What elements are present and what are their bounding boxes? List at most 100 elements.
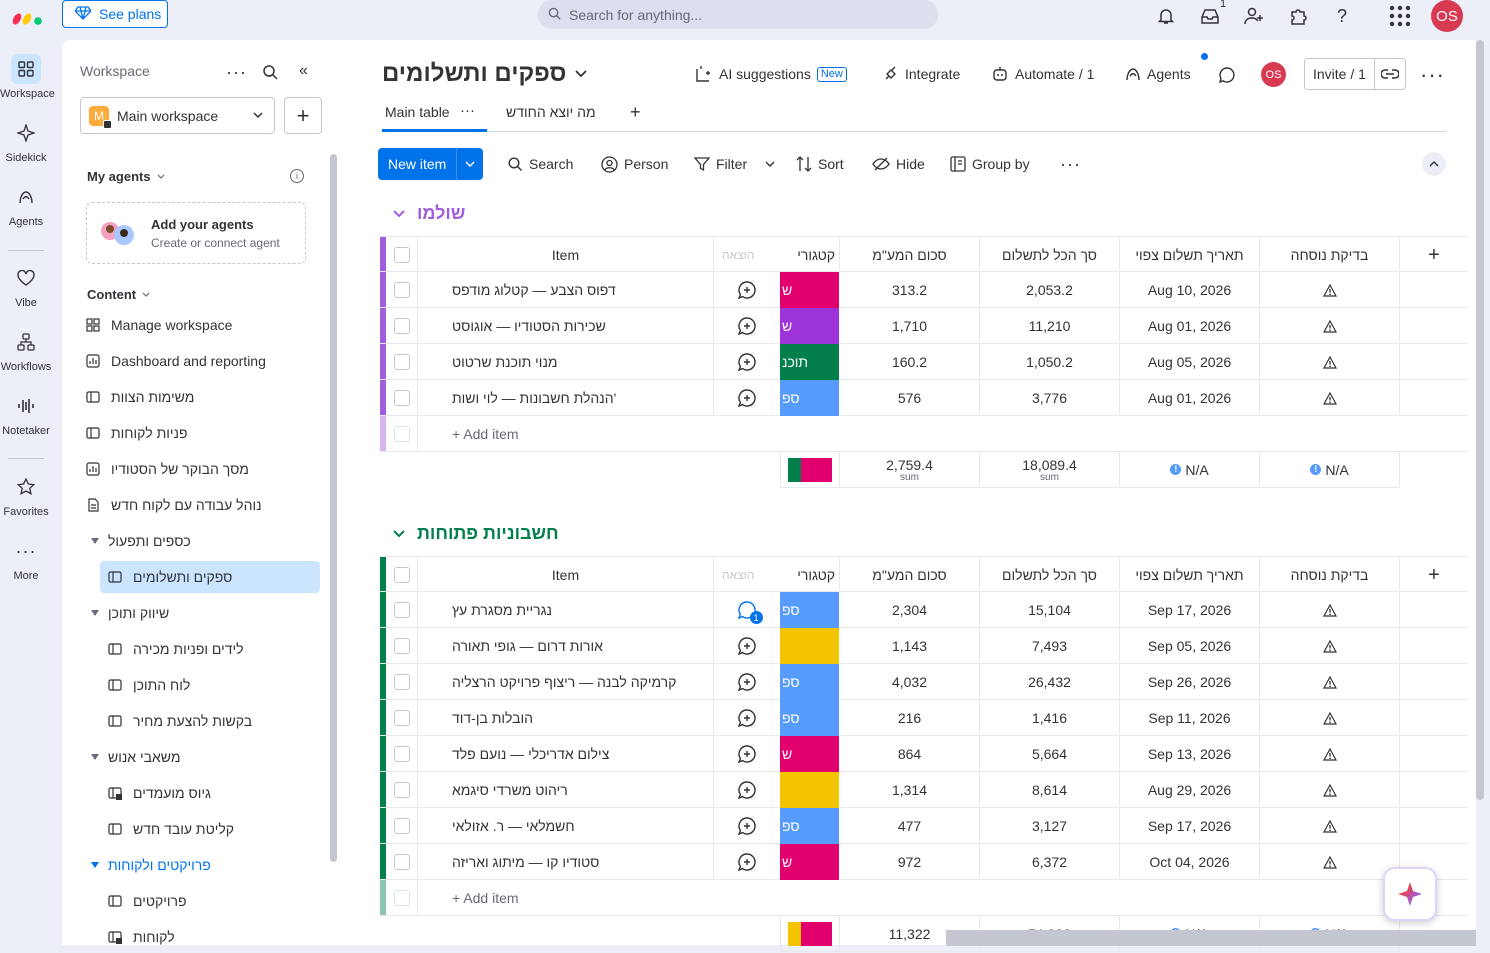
monday-logo[interactable] [12, 6, 44, 26]
column-header-item[interactable]: Item [418, 237, 714, 273]
chevron-down-icon[interactable] [393, 529, 405, 538]
person-filter-button[interactable]: Person [601, 148, 668, 180]
column-header-formula[interactable]: בדיקת נוסחה [1260, 237, 1400, 273]
item-cell[interactable]: הנהלת חשבונות — לוי ושות' [418, 380, 714, 416]
vat-cell[interactable]: 160.2 [840, 344, 980, 380]
row-checkbox[interactable] [393, 746, 410, 762]
sidebar-item[interactable]: נוהל עבודה עם לקוח חדש [78, 489, 324, 521]
table-row[interactable]: ריהוט משרדי סיגמא 1,314 8,614 Aug 29, 2026 [380, 772, 1468, 808]
formula-cell[interactable] [1260, 700, 1400, 736]
column-header-item[interactable]: Item [418, 557, 714, 593]
updates-cell[interactable] [714, 308, 779, 344]
column-header-formula[interactable]: בדיקת נוסחה [1260, 557, 1400, 593]
chevron-down-icon[interactable] [393, 209, 405, 218]
item-cell[interactable]: מנוי תוכנת שרטוט [418, 344, 714, 380]
updates-chat-icon[interactable] [1218, 66, 1236, 87]
vat-cell[interactable]: 1,314 [840, 772, 980, 808]
date-cell[interactable]: Aug 10, 2026 [1120, 272, 1260, 308]
formula-cell[interactable] [1260, 664, 1400, 700]
vat-cell[interactable]: 313.2 [840, 272, 980, 308]
integrate-button[interactable]: Integrate [883, 63, 960, 85]
caret-down-icon[interactable] [84, 753, 106, 761]
formula-cell[interactable] [1260, 308, 1400, 344]
table-row[interactable]: חשמלאי — ר. אזולאי ספ 477 3,127 Sep 17, 2026 [380, 808, 1468, 844]
vat-cell[interactable]: 477 [840, 808, 980, 844]
select-all-checkbox[interactable] [393, 247, 410, 263]
table-row[interactable]: צילום אדריכלי — נועם פלד ש 864 5,664 Sep 13,… [380, 736, 1468, 772]
nav-sidekick[interactable]: Sidekick [0, 118, 52, 164]
collapse-sidebar-icon[interactable]: « [299, 62, 308, 79]
item-cell[interactable]: חשמלאי — ר. אזולאי [418, 808, 714, 844]
select-all-checkbox[interactable] [393, 567, 410, 583]
add-item-input[interactable]: + Add item [418, 416, 1468, 452]
add-view-icon[interactable]: + [630, 102, 641, 122]
total-cell[interactable]: 3,127 [980, 808, 1120, 844]
total-cell[interactable]: 26,432 [980, 664, 1120, 700]
formula-cell[interactable] [1260, 592, 1400, 628]
nav-vibe[interactable]: Vibe [0, 263, 52, 309]
row-checkbox[interactable] [393, 854, 410, 870]
group-by-button[interactable]: Group by [950, 148, 1030, 180]
sidebar-search-icon[interactable] [262, 64, 278, 83]
sidebar-item[interactable]: פרויקטים ולקוחות [78, 849, 324, 881]
category-status-cell[interactable]: ש [780, 308, 840, 344]
column-header-total[interactable]: סך הכל לתשלום [980, 237, 1120, 273]
category-status-cell[interactable]: ש [780, 736, 840, 772]
column-header-updates[interactable]: הוצאה [714, 237, 779, 273]
hide-columns-button[interactable]: Hide [872, 148, 925, 180]
sidebar-item[interactable]: לקוחות [100, 921, 324, 953]
ai-suggestions-button[interactable]: AI suggestions New [695, 63, 847, 85]
date-summary-cell[interactable]: !N/A [1120, 452, 1260, 488]
row-checkbox[interactable] [393, 638, 410, 654]
updates-cell[interactable] [714, 664, 779, 700]
table-row[interactable]: קרמיקה לבנה — ריצוף פרויקט הרצליה ספ 4,032… [380, 664, 1468, 700]
vat-cell[interactable]: 864 [840, 736, 980, 772]
updates-cell[interactable] [714, 272, 779, 308]
item-cell[interactable]: קרמיקה לבנה — ריצוף פרויקט הרצליה [418, 664, 714, 700]
category-status-cell[interactable]: ספ [780, 664, 840, 700]
nav-workflows[interactable]: Workflows [0, 327, 52, 373]
column-header-category[interactable]: קטגורי [780, 557, 840, 593]
category-status-cell[interactable] [780, 772, 840, 808]
column-header-category[interactable]: קטגורי [780, 237, 840, 273]
total-cell[interactable]: 3,776 [980, 380, 1120, 416]
add-column-icon[interactable]: + [1428, 563, 1440, 586]
group-header[interactable]: שולמו [393, 203, 465, 224]
chevron-down-icon[interactable] [456, 148, 483, 180]
total-cell[interactable]: 8,614 [980, 772, 1120, 808]
updates-cell[interactable]: 1 [714, 592, 779, 628]
table-row[interactable]: שכירות הסטודיו — אוגוסט ש 1,710 11,210 Aug 0… [380, 308, 1468, 344]
item-cell[interactable]: אורות דרום — גופי תאורה [418, 628, 714, 664]
date-cell[interactable]: Aug 29, 2026 [1120, 772, 1260, 808]
date-cell[interactable]: Sep 13, 2026 [1120, 736, 1260, 772]
formula-cell[interactable] [1260, 380, 1400, 416]
item-cell[interactable]: שכירות הסטודיו — אוגוסט [418, 308, 714, 344]
tab-main-table[interactable]: Main table [385, 104, 450, 120]
formula-cell[interactable] [1260, 344, 1400, 380]
caret-down-icon[interactable] [84, 861, 106, 869]
category-status-cell[interactable]: ש [780, 272, 840, 308]
sort-button[interactable]: Sort [796, 148, 844, 180]
row-checkbox[interactable] [393, 318, 410, 334]
category-status-cell[interactable]: ש [780, 844, 840, 880]
sidebar-item[interactable]: Dashboard and reporting [78, 345, 324, 377]
table-row[interactable]: סטודיו קו — מיתוג ואריזה ש 972 6,372 Oct 04,… [380, 844, 1468, 880]
category-distribution-bar[interactable] [780, 916, 840, 952]
updates-cell[interactable] [714, 380, 779, 416]
date-cell[interactable]: Sep 17, 2026 [1120, 592, 1260, 628]
category-status-cell[interactable]: ספ [780, 592, 840, 628]
add-column-icon[interactable]: + [1428, 243, 1440, 266]
sidebar-item[interactable]: מסך הבוקר של הסטודיו [78, 453, 324, 485]
total-cell[interactable]: 1,416 [980, 700, 1120, 736]
copy-link-icon[interactable] [1375, 68, 1405, 80]
row-checkbox[interactable] [393, 282, 410, 298]
app-switcher-grid-icon[interactable] [1388, 4, 1412, 28]
invite-member-icon[interactable] [1242, 4, 1266, 28]
column-header-total[interactable]: סך הכל לתשלום [980, 557, 1120, 593]
updates-cell[interactable] [714, 736, 779, 772]
date-cell[interactable]: Sep 17, 2026 [1120, 808, 1260, 844]
vat-cell[interactable]: 972 [840, 844, 980, 880]
apps-puzzle-icon[interactable] [1286, 4, 1310, 28]
my-agents-toggle[interactable]: My agents [87, 169, 165, 184]
board-menu-icon[interactable]: ··· [1420, 62, 1445, 87]
